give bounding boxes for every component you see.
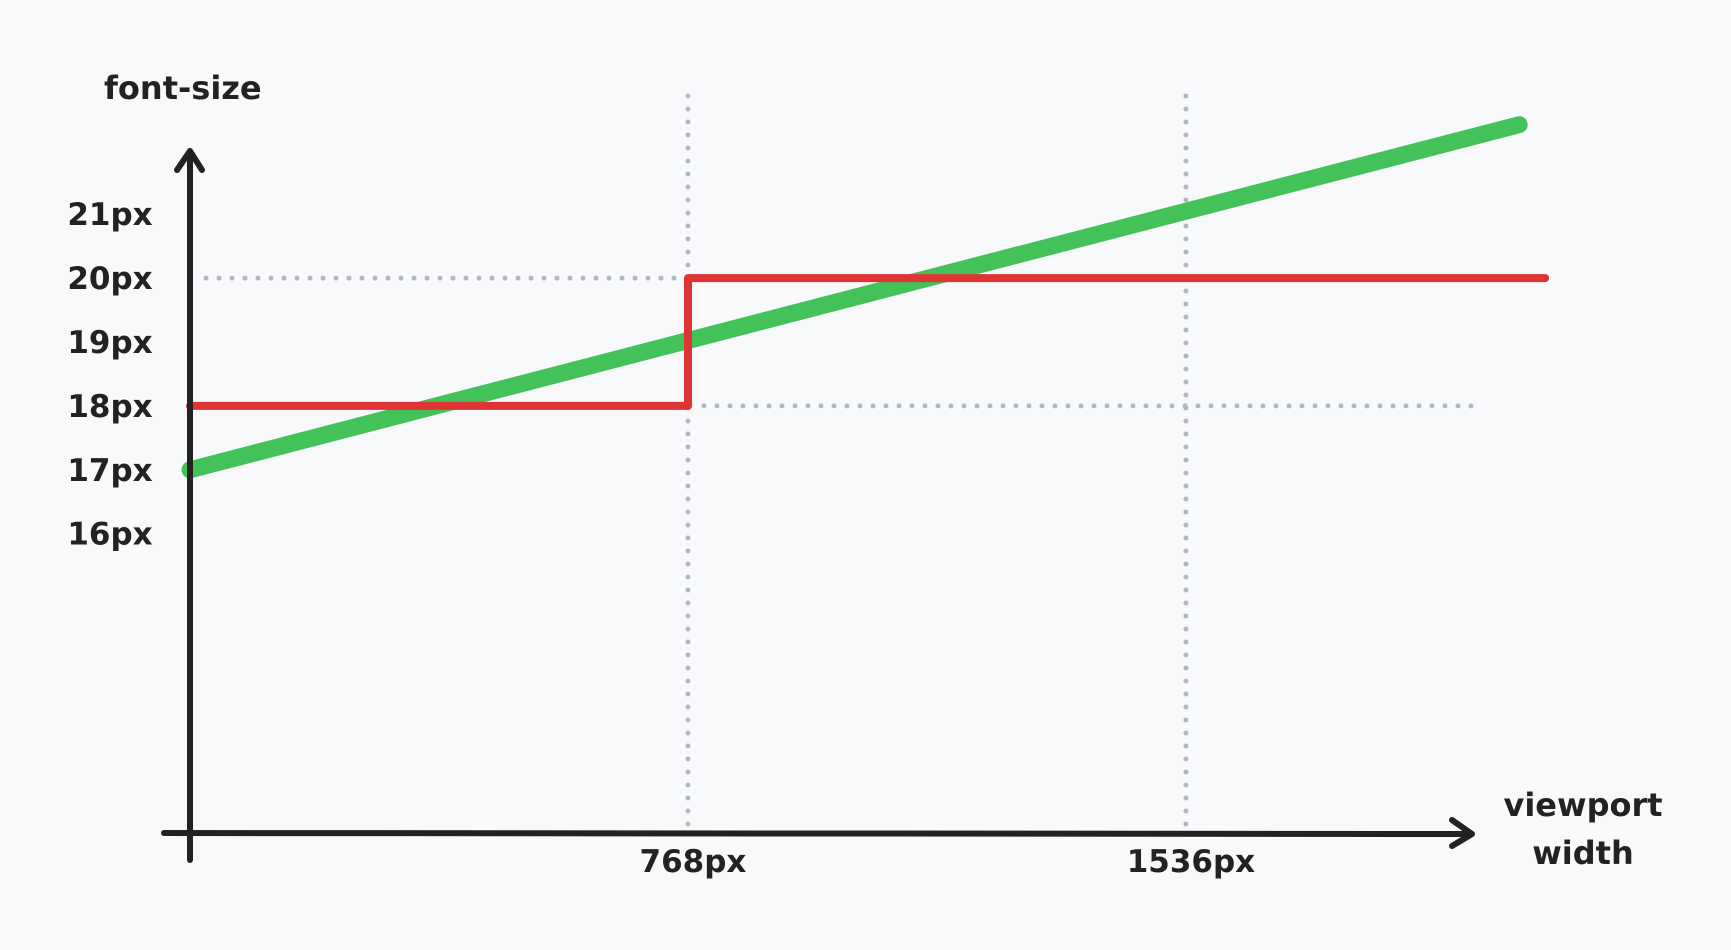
series-line-fluid <box>181 116 1528 479</box>
y-axis-arrowhead <box>174 148 205 173</box>
y-tick-label-21: 21px <box>67 197 152 233</box>
tick-labels: 16px 17px 18px 19px 20px 21px 768px 1536px <box>67 197 1255 880</box>
y-tick-label-20: 20px <box>67 261 152 297</box>
series-line-stepped <box>186 274 1550 410</box>
x-axis-arrowhead <box>1449 817 1475 849</box>
x-axis-title-line-2: width <box>1532 834 1634 872</box>
x-axis-title-line-1: viewport <box>1503 786 1662 824</box>
x-tick-label-1536: 1536px <box>1127 844 1255 880</box>
guide-lines <box>203 93 1477 829</box>
y-tick-label-16: 16px <box>67 517 152 553</box>
series-lines <box>181 116 1550 479</box>
y-tick-label-18: 18px <box>67 389 152 425</box>
x-axis <box>161 830 1473 837</box>
y-axis-title: font-size <box>104 69 262 107</box>
axes <box>161 148 1475 863</box>
y-tick-label-17: 17px <box>67 453 152 489</box>
x-tick-label-768: 768px <box>640 844 747 880</box>
axis-labels: font-size viewport width <box>104 69 1663 872</box>
y-tick-label-19: 19px <box>67 325 152 361</box>
